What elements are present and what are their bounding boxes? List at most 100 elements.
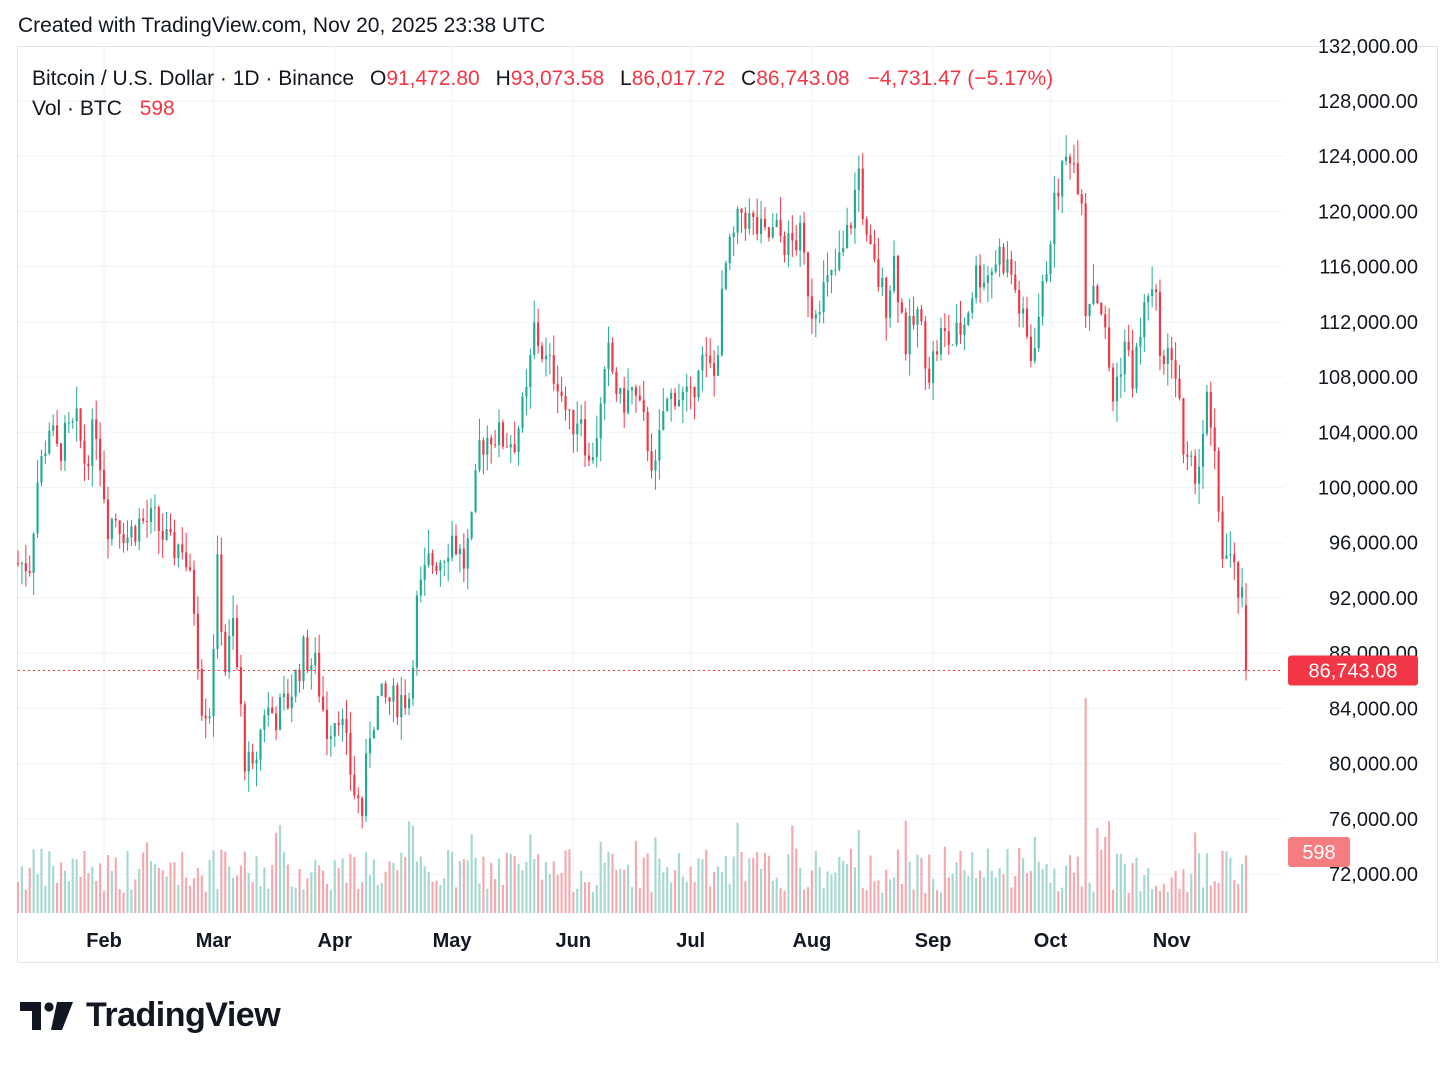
candle-body (1104, 314, 1107, 328)
candle-body (834, 269, 837, 271)
volume-bar (161, 870, 164, 913)
candle-body (99, 438, 102, 470)
volume-bar (20, 866, 23, 913)
candle-body (364, 753, 368, 817)
volume-bar (1209, 885, 1212, 913)
volume-bar (685, 881, 688, 913)
volume-bar (462, 859, 465, 913)
volume-bar (423, 866, 426, 913)
candle-body (333, 723, 336, 737)
candle-body (713, 363, 716, 376)
candle-body (353, 774, 356, 796)
volume-bar (1186, 892, 1189, 913)
candle-body (963, 324, 966, 335)
candle-body (1025, 308, 1029, 337)
volume-bar (427, 871, 430, 913)
volume-bar (56, 882, 59, 913)
volume-bar (662, 872, 665, 913)
candle-body (587, 455, 591, 461)
candle-body (560, 391, 563, 396)
candle-body (102, 469, 106, 500)
volume-bar (580, 871, 583, 913)
candle-body (689, 386, 692, 388)
volume-bar (337, 868, 340, 913)
volume-bar (1002, 874, 1005, 913)
candle-body (329, 736, 332, 739)
candle-body (1123, 341, 1126, 375)
volume-bar (1068, 855, 1072, 913)
candle-body (1068, 156, 1072, 164)
candle-body (341, 718, 344, 726)
volume-bar (376, 884, 379, 913)
candle-body (497, 422, 501, 446)
volume-bar (1045, 863, 1048, 913)
volume-bar (169, 862, 172, 913)
candle-body (454, 535, 458, 555)
volume-bar (149, 861, 153, 913)
volume-bar (118, 889, 121, 913)
volume-bar (28, 867, 31, 913)
volume-bar (1096, 828, 1099, 913)
volume-bar (341, 858, 344, 913)
volume-bar (1166, 891, 1169, 913)
candle-body (955, 322, 958, 345)
volume-bar (924, 892, 927, 913)
candle-body (552, 355, 555, 384)
candle-body (122, 534, 125, 543)
candle-body (595, 438, 598, 458)
candle-body (564, 395, 567, 410)
volume-bar (564, 850, 567, 913)
candle-body (1029, 336, 1032, 361)
volume-bar (873, 881, 876, 913)
candle-body (106, 499, 110, 540)
candle-body (349, 733, 352, 775)
volume-bar (239, 865, 242, 913)
candle-body (627, 390, 630, 413)
volume-bar (32, 849, 35, 913)
candle-body (208, 716, 211, 719)
candle-body (505, 446, 508, 448)
volume-bar (372, 859, 375, 913)
volume-bar (595, 885, 598, 913)
y-tick-label: 112,000.00 (1319, 312, 1418, 334)
y-tick-label: 80,000.00 (1329, 754, 1418, 776)
candle-body (572, 409, 575, 435)
volume-bar (998, 867, 1001, 913)
candle-body (697, 370, 700, 398)
volume-bar (1088, 882, 1091, 913)
candle-body (806, 252, 810, 297)
candle-body (509, 444, 512, 448)
chart-frame[interactable] (17, 46, 1438, 963)
candle-body (462, 548, 465, 569)
volume-bar (458, 860, 461, 913)
volume-bar (1190, 873, 1193, 913)
candle-body (513, 444, 516, 452)
candle-body (900, 302, 903, 313)
candle-body (130, 526, 133, 538)
candle-body (818, 312, 821, 315)
candle-body (149, 508, 153, 523)
volume-bar (818, 867, 821, 913)
candle-body (1108, 327, 1111, 368)
candle-body (419, 579, 422, 596)
volume-bar (189, 885, 192, 913)
tradingview-logo[interactable]: TradingView (20, 996, 281, 1035)
y-tick-label: 128,000.00 (1318, 91, 1418, 113)
candle-body (1205, 391, 1208, 434)
volume-bar (814, 851, 817, 913)
candle-body (1233, 554, 1236, 563)
volume-bar (1006, 848, 1009, 913)
candle-body (1006, 259, 1009, 273)
candle-body (889, 290, 892, 318)
candle-body (1213, 427, 1216, 452)
candle-body (486, 437, 489, 455)
candle-body (783, 235, 786, 256)
volume-value: 598 (139, 97, 175, 120)
volume-bar (36, 874, 39, 913)
volume-bar (1022, 858, 1025, 913)
volume-bar (1182, 869, 1185, 913)
legend-volume-row: Vol · BTC 598 (32, 94, 1053, 124)
candle-body (345, 718, 348, 734)
volume-bar (349, 853, 352, 913)
